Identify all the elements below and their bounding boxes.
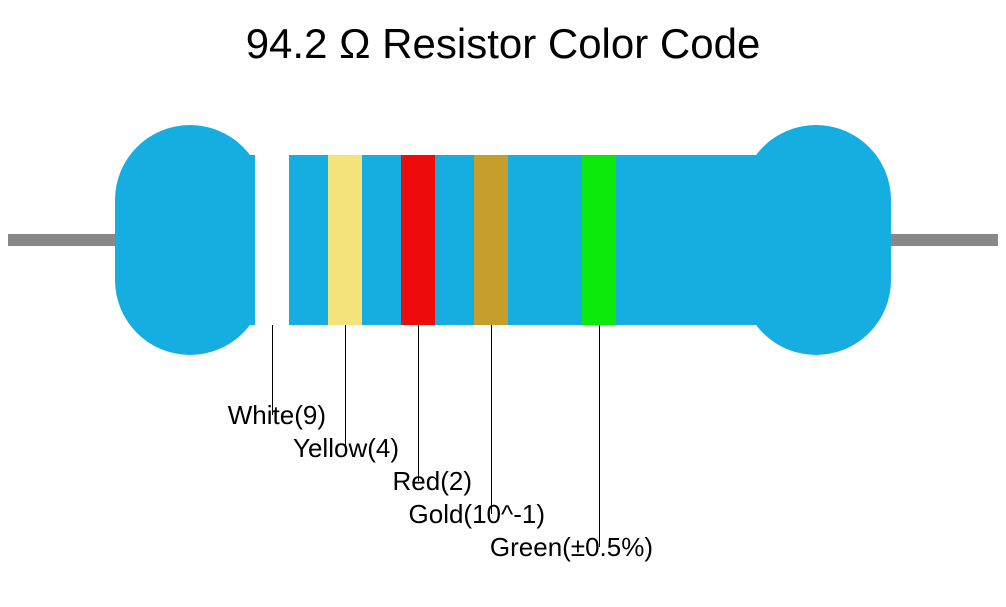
diagram-title: 94.2 Ω Resistor Color Code	[0, 20, 1006, 68]
callout-line-gold	[491, 325, 492, 514]
callout-label-green: Green(±0.5%)	[353, 532, 653, 563]
band-gold	[474, 155, 508, 325]
resistor-diagram	[0, 110, 1006, 370]
band-yellow	[328, 155, 362, 325]
callout-label-red: Red(2)	[172, 466, 472, 497]
band-red	[401, 155, 435, 325]
callout-line-yellow	[345, 325, 346, 448]
callout-line-red	[418, 325, 419, 481]
callout-line-green	[599, 325, 600, 547]
band-white	[255, 155, 289, 325]
callout-label-yellow: Yellow(4)	[99, 433, 399, 464]
band-green	[582, 155, 616, 325]
callout-label-gold: Gold(10^-1)	[245, 499, 545, 530]
callout-label-white: White(9)	[26, 400, 326, 431]
